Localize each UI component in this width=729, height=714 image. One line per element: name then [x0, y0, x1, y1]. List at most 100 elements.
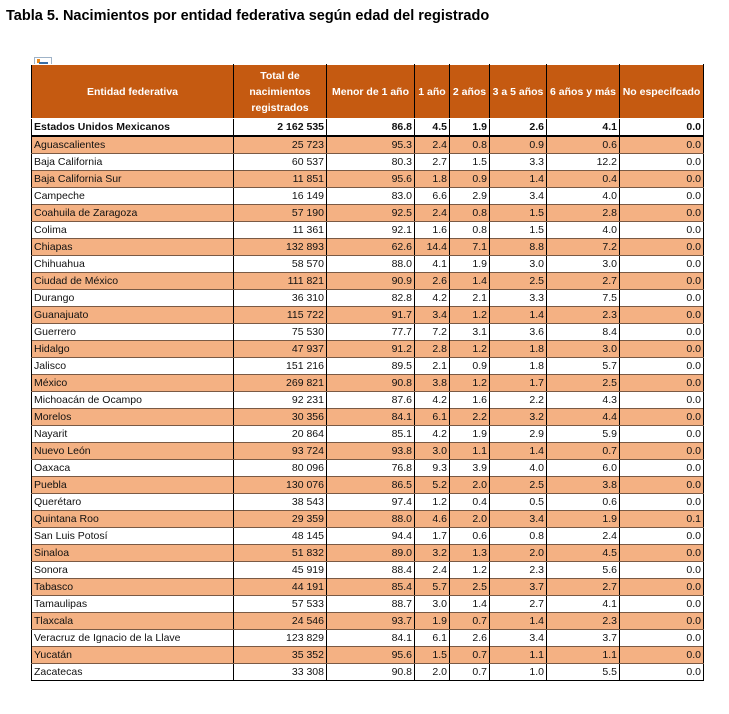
cell-under-1: 82.8 [326, 289, 415, 307]
cell-total: 115 722 [233, 306, 327, 324]
cell-entity: Sinaloa [31, 544, 234, 562]
cell-age-6-plus: 4.1 [546, 595, 620, 613]
cell-under-1: 95.3 [326, 135, 415, 154]
cell-entity: Nuevo León [31, 442, 234, 460]
column-header-age-3-5: 3 a 5 años [489, 64, 547, 119]
cell-entity: Oaxaca [31, 459, 234, 477]
column-header-age-2: 2 años [449, 64, 490, 119]
table-row: Guanajuato 115 722 91.7 3.4 1.2 1.4 2.3 0.0 [31, 306, 704, 324]
cell-age-1: 4.2 [414, 289, 450, 307]
cell-age-6-plus: 2.7 [546, 578, 620, 596]
cell-entity: Nayarit [31, 425, 234, 443]
cell-unspecified: 0.0 [619, 595, 704, 613]
cell-age-3-5: 1.7 [489, 374, 547, 392]
cell-unspecified: 0.0 [619, 374, 704, 392]
cell-unspecified: 0.0 [619, 578, 704, 596]
cell-total: 20 864 [233, 425, 327, 443]
cell-total: 123 829 [233, 629, 327, 647]
table-row: Quintana Roo 29 359 88.0 4.6 2.0 3.4 1.9 0.1 [31, 510, 704, 528]
cell-age-3-5: 1.4 [489, 442, 547, 460]
table-row: Sonora 45 919 88.4 2.4 1.2 2.3 5.6 0.0 [31, 561, 704, 579]
cell-age-6-plus: 0.6 [546, 493, 620, 511]
cell-age-2: 1.5 [449, 153, 490, 171]
cell-age-3-5: 1.8 [489, 357, 547, 375]
cell-total: 29 359 [233, 510, 327, 528]
cell-age-6-plus: 4.0 [546, 187, 620, 205]
table-row: Hidalgo 47 937 91.2 2.8 1.2 1.8 3.0 0.0 [31, 340, 704, 358]
cell-age-2: 0.4 [449, 493, 490, 511]
cell-age-1: 2.4 [414, 204, 450, 222]
cell-unspecified: 0.0 [619, 306, 704, 324]
cell-age-2: 1.9 [449, 118, 490, 137]
cell-age-1: 2.1 [414, 357, 450, 375]
cell-total: 51 832 [233, 544, 327, 562]
cell-entity: Guanajuato [31, 306, 234, 324]
cell-unspecified: 0.0 [619, 323, 704, 341]
cell-age-3-5: 2.0 [489, 544, 547, 562]
cell-unspecified: 0.0 [619, 425, 704, 443]
cell-total: 57 533 [233, 595, 327, 613]
cell-under-1: 91.2 [326, 340, 415, 358]
cell-total: 11 361 [233, 221, 327, 239]
table-row: Ciudad de México 111 821 90.9 2.6 1.4 2.5 2.7 0… [31, 272, 704, 290]
cell-entity: Estados Unidos Mexicanos [31, 118, 234, 137]
table-row: Aguascalientes 25 723 95.3 2.4 0.8 0.9 0.6 0.0 [31, 135, 704, 154]
cell-age-1: 3.0 [414, 442, 450, 460]
cell-age-6-plus: 12.2 [546, 153, 620, 171]
cell-age-1: 4.6 [414, 510, 450, 528]
cell-age-2: 0.7 [449, 612, 490, 630]
cell-age-2: 1.9 [449, 425, 490, 443]
cell-age-1: 1.8 [414, 170, 450, 188]
cell-age-6-plus: 4.1 [546, 118, 620, 137]
cell-under-1: 88.4 [326, 561, 415, 579]
cell-age-1: 5.7 [414, 578, 450, 596]
cell-age-2: 2.1 [449, 289, 490, 307]
cell-under-1: 88.0 [326, 510, 415, 528]
cell-age-2: 0.9 [449, 357, 490, 375]
cell-entity: Quintana Roo [31, 510, 234, 528]
cell-age-6-plus: 8.4 [546, 323, 620, 341]
cell-age-2: 1.2 [449, 374, 490, 392]
cell-total: 11 851 [233, 170, 327, 188]
cell-age-2: 1.9 [449, 255, 490, 273]
table-row: Chiapas 132 893 62.6 14.4 7.1 8.8 7.2 0.0 [31, 238, 704, 256]
cell-age-2: 2.0 [449, 510, 490, 528]
cell-under-1: 95.6 [326, 170, 415, 188]
cell-entity: Durango [31, 289, 234, 307]
cell-age-3-5: 0.8 [489, 527, 547, 545]
cell-entity: San Luis Potosí [31, 527, 234, 545]
cell-age-1: 7.2 [414, 323, 450, 341]
cell-entity: Hidalgo [31, 340, 234, 358]
cell-age-1: 4.5 [414, 118, 450, 137]
cell-age-1: 6.1 [414, 408, 450, 426]
cell-age-2: 1.4 [449, 595, 490, 613]
cell-unspecified: 0.0 [619, 340, 704, 358]
cell-age-6-plus: 4.4 [546, 408, 620, 426]
cell-age-2: 0.7 [449, 663, 490, 681]
cell-under-1: 89.5 [326, 357, 415, 375]
column-header-total: Total de nacimientos registrados [233, 64, 327, 119]
cell-age-3-5: 2.7 [489, 595, 547, 613]
cell-under-1: 92.1 [326, 221, 415, 239]
cell-unspecified: 0.0 [619, 153, 704, 171]
cell-under-1: 91.7 [326, 306, 415, 324]
column-header-under-1: Menor de 1 año [326, 64, 415, 119]
cell-unspecified: 0.1 [619, 510, 704, 528]
cell-total: 111 821 [233, 272, 327, 290]
cell-age-1: 3.0 [414, 595, 450, 613]
cell-age-6-plus: 1.9 [546, 510, 620, 528]
column-header-unspecified: No especifcado [619, 64, 704, 119]
cell-age-2: 0.6 [449, 527, 490, 545]
cell-age-2: 1.4 [449, 272, 490, 290]
cell-total: 269 821 [233, 374, 327, 392]
cell-under-1: 93.8 [326, 442, 415, 460]
cell-age-1: 9.3 [414, 459, 450, 477]
cell-under-1: 90.8 [326, 663, 415, 681]
cell-age-6-plus: 3.8 [546, 476, 620, 494]
cell-age-2: 3.1 [449, 323, 490, 341]
cell-age-1: 14.4 [414, 238, 450, 256]
cell-age-1: 6.6 [414, 187, 450, 205]
cell-age-3-5: 0.9 [489, 135, 547, 154]
cell-unspecified: 0.0 [619, 442, 704, 460]
table-row: Querétaro 38 543 97.4 1.2 0.4 0.5 0.6 0.0 [31, 493, 704, 511]
